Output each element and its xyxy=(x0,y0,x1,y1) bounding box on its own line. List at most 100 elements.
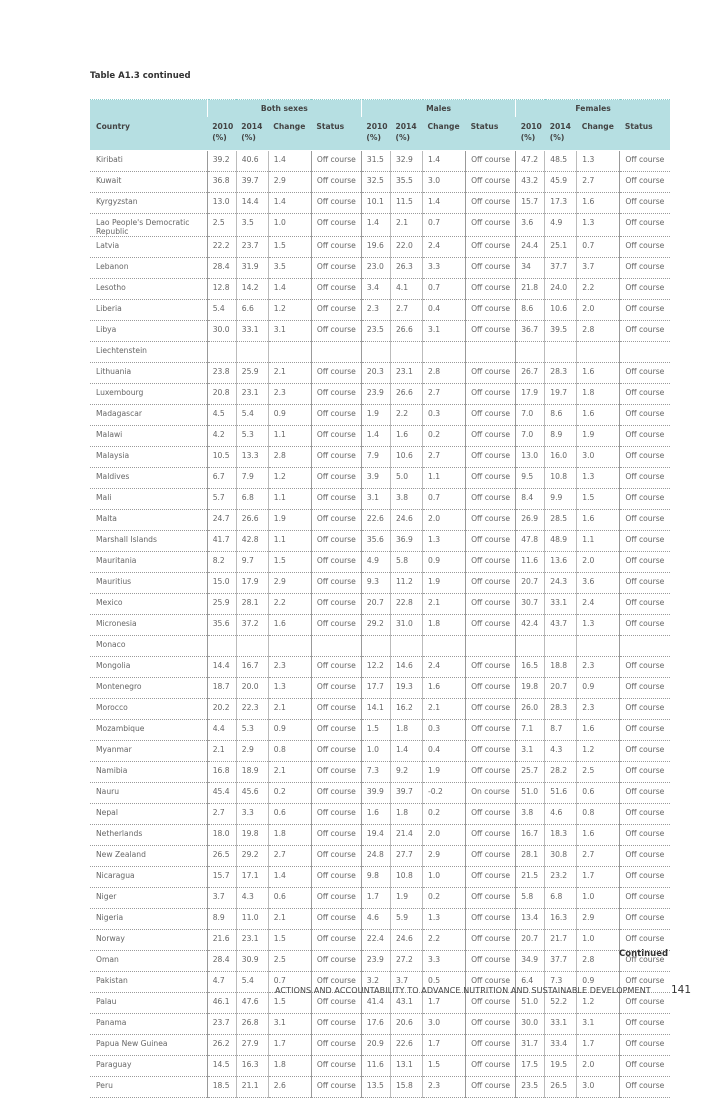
country-cell: Montenegro xyxy=(90,677,208,699)
value-2014-cell: 20.7 xyxy=(544,677,577,699)
status-cell: Off course xyxy=(465,530,516,552)
table-row: Lebanon 28.4 31.9 3.5 Off course 23.0 26.3 3.3 O… xyxy=(90,257,670,279)
change-cell: 1.1 xyxy=(576,530,620,552)
change-cell: 1.5 xyxy=(422,1055,466,1077)
status-cell: Off course xyxy=(619,467,670,489)
value-2014-cell: 19.7 xyxy=(544,383,577,405)
value-2014-cell: 23.7 xyxy=(235,236,269,258)
value-2010-cell: 9.8 xyxy=(360,866,391,888)
value-2010-cell xyxy=(206,341,237,363)
change-cell: 1.5 xyxy=(576,488,620,510)
change-cell: 3.3 xyxy=(422,257,466,279)
value-2014-cell: 43.1 xyxy=(389,992,423,1014)
value-2010-cell: 41.4 xyxy=(360,992,391,1014)
value-2010-cell: 3.9 xyxy=(360,467,391,489)
value-2014-cell: 5.9 xyxy=(389,908,423,930)
data-table: Both sexes Males Females Country 2010 (%)… xyxy=(90,99,670,1098)
value-2014-cell: 22.8 xyxy=(389,593,423,615)
table-row: Micronesia 35.6 37.2 1.6 Off course 29.2 31.0 1… xyxy=(90,614,670,636)
table-row: Papua New Guinea 26.2 27.9 1.7 Off course 20.… xyxy=(90,1034,670,1056)
page-footer: ACTIONS AND ACCOUNTABILITY TO ADVANCE NU… xyxy=(275,986,651,995)
column-header-females-change: Change xyxy=(576,117,620,151)
status-cell: Off course xyxy=(465,761,516,783)
change-cell: 1.6 xyxy=(576,404,620,426)
value-2010-cell: 15.0 xyxy=(206,572,237,594)
value-2010-cell: 3.7 xyxy=(206,887,237,909)
value-2014-cell: 27.7 xyxy=(389,845,423,867)
change-cell: 2.7 xyxy=(422,383,466,405)
group-header-both-sexes: Both sexes xyxy=(206,99,362,117)
country-cell: Kiribati xyxy=(90,150,208,172)
column-header-females-2010: 2010 (%) xyxy=(515,117,545,151)
change-cell: 3.1 xyxy=(576,1013,620,1035)
value-2010-cell: 46.1 xyxy=(206,992,237,1014)
value-2010-cell: 1.9 xyxy=(360,404,391,426)
status-cell: Off course xyxy=(310,1013,362,1035)
status-cell: Off course xyxy=(465,425,516,447)
change-cell: 1.7 xyxy=(267,1034,312,1056)
change-cell: 0.8 xyxy=(576,803,620,825)
value-2014-cell: 36.9 xyxy=(389,530,423,552)
table-row: Palau 46.1 47.6 1.5 Off course 41.4 43.1 1.7 Off… xyxy=(90,992,670,1014)
country-cell: Mongolia xyxy=(90,656,208,678)
value-2014-cell: 6.8 xyxy=(235,488,269,510)
value-2010-cell: 26.2 xyxy=(206,1034,237,1056)
country-cell: Nauru xyxy=(90,782,208,804)
value-2014-cell: 22.6 xyxy=(389,1034,423,1056)
value-2014-cell: 23.2 xyxy=(544,866,577,888)
status-cell: Off course xyxy=(465,950,516,972)
change-cell: 0.9 xyxy=(267,404,312,426)
status-cell: Off course xyxy=(310,257,362,279)
status-cell: Off course xyxy=(619,929,670,951)
value-2010-cell: 3.2 xyxy=(360,971,391,993)
value-2014-cell: 1.8 xyxy=(389,719,423,741)
status-cell: Off course xyxy=(310,971,362,993)
table-row: Mauritius 15.0 17.9 2.9 Off course 9.3 11.2 1.9… xyxy=(90,572,670,594)
value-2010-cell: 24.8 xyxy=(360,845,391,867)
status-cell xyxy=(310,341,362,363)
status-cell: Off course xyxy=(310,782,362,804)
change-cell: 1.7 xyxy=(422,992,466,1014)
value-2010-cell: 17.6 xyxy=(360,1013,391,1035)
value-2014-cell: 10.6 xyxy=(389,446,423,468)
change-cell: 2.3 xyxy=(576,698,620,720)
change-cell: 0.7 xyxy=(422,278,466,300)
change-cell: 1.8 xyxy=(267,1055,312,1077)
status-cell: Off course xyxy=(619,551,670,573)
change-cell: 1.9 xyxy=(422,761,466,783)
status-cell: Off course xyxy=(465,213,516,237)
table-row: Nepal 2.7 3.3 0.6 Off course 1.6 1.8 0.2 Off cou… xyxy=(90,803,670,825)
table-row: Lao People's Democratic Republic 2.5 3.5 1.… xyxy=(90,213,670,237)
status-cell: Off course xyxy=(465,803,516,825)
status-cell: Off course xyxy=(310,1055,362,1077)
value-2010-cell: 2.3 xyxy=(360,299,391,321)
change-cell: 1.1 xyxy=(267,530,312,552)
value-2010-cell: 34.9 xyxy=(515,950,545,972)
table-row: Luxembourg 20.8 23.1 2.3 Off course 23.9 26.6 2… xyxy=(90,383,670,405)
status-cell: Off course xyxy=(465,362,516,384)
value-2014-cell: 3.5 xyxy=(235,213,269,237)
status-cell: Off course xyxy=(465,677,516,699)
change-cell xyxy=(422,635,466,657)
status-cell: Off course xyxy=(619,488,670,510)
value-2014-cell: 21.1 xyxy=(235,1076,269,1098)
value-2014-cell: 14.2 xyxy=(235,278,269,300)
value-2014-cell: 42.8 xyxy=(235,530,269,552)
status-cell: Off course xyxy=(465,971,516,993)
status-cell: Off course xyxy=(619,761,670,783)
change-cell: 2.8 xyxy=(267,446,312,468)
value-2010-cell: 47.8 xyxy=(515,530,545,552)
value-2010-cell: 15.7 xyxy=(206,866,237,888)
value-2014-cell: 4.3 xyxy=(235,887,269,909)
value-2010-cell: 13.0 xyxy=(515,446,545,468)
value-2014-cell: 5.4 xyxy=(235,971,269,993)
country-cell: Mali xyxy=(90,488,208,510)
value-2014-cell: 19.5 xyxy=(544,1055,577,1077)
country-cell: Libya xyxy=(90,320,208,342)
status-cell: Off course xyxy=(619,530,670,552)
country-cell: Niger xyxy=(90,887,208,909)
value-2014-cell: 11.5 xyxy=(389,192,423,214)
status-cell: Off course xyxy=(465,992,516,1014)
column-header-both-sexes-2010: 2010 (%) xyxy=(207,117,237,151)
value-2010-cell: 35.6 xyxy=(206,614,237,636)
